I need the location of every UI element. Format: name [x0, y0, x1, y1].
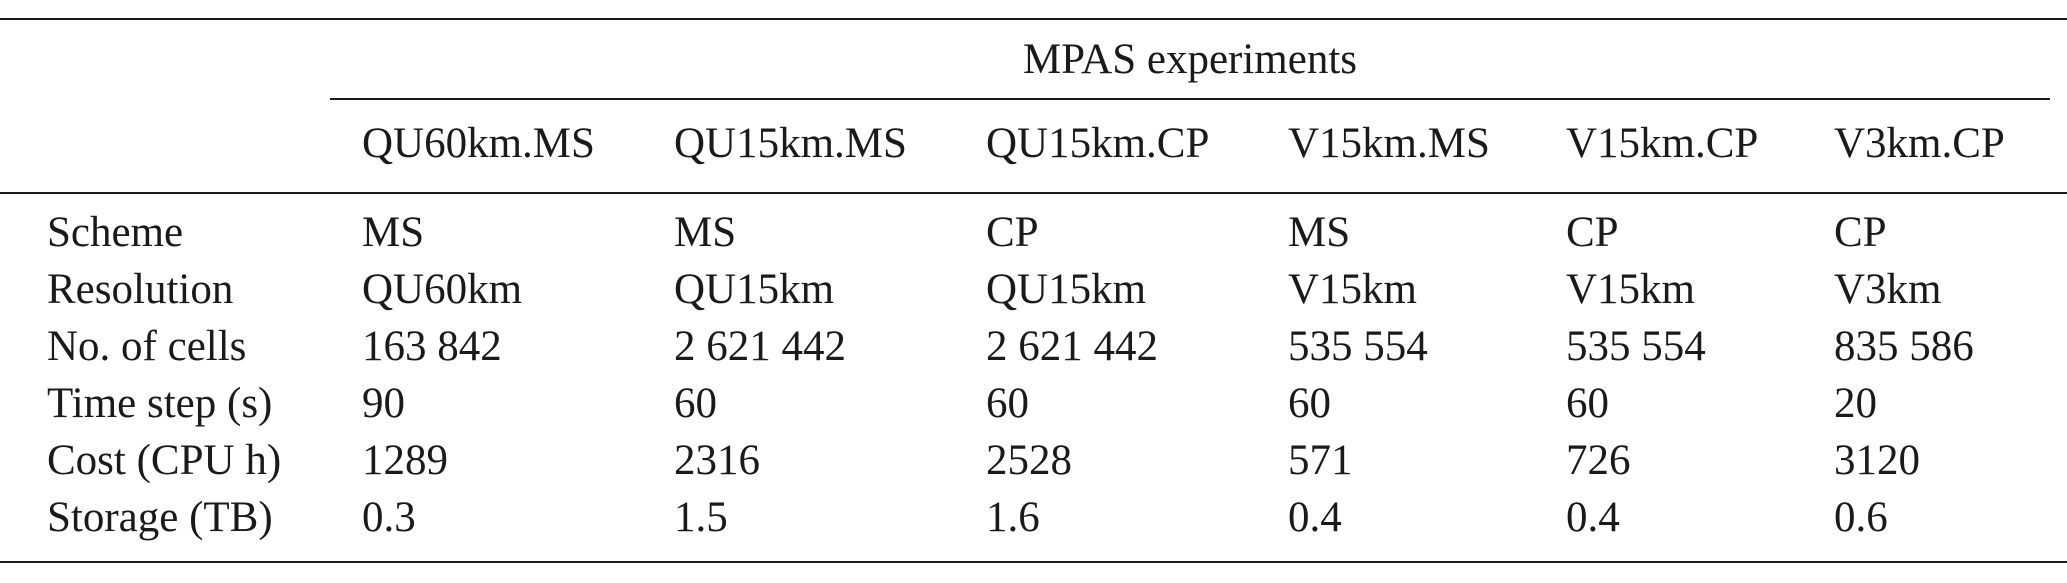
table-cell: V15km: [1566, 266, 1695, 313]
table-cell: 1289: [362, 437, 448, 484]
table-cell: 60: [986, 380, 1029, 427]
column-header-qu60km-ms: QU60km.MS: [362, 120, 595, 167]
table-cell: 0.3: [362, 494, 416, 541]
row-label: Storage (TB): [47, 494, 273, 541]
table-cell: 60: [674, 380, 717, 427]
table-top-rule: [0, 18, 2067, 20]
table-cell: 2528: [986, 437, 1072, 484]
row-label: Resolution: [47, 266, 234, 313]
table-cell: CP: [986, 209, 1039, 256]
table-cell: QU60km: [362, 266, 523, 313]
table-cell: MS: [674, 209, 737, 256]
table-cell: 60: [1288, 380, 1331, 427]
table-cell: QU15km: [986, 266, 1147, 313]
table-cell: 60: [1566, 380, 1609, 427]
column-header-qu15km-cp: QU15km.CP: [986, 120, 1210, 167]
table-cell: 2316: [674, 437, 760, 484]
group-header-rule: [330, 98, 2050, 100]
column-header-v3km-cp: V3km.CP: [1834, 120, 2005, 167]
table-cell: 90: [362, 380, 405, 427]
table-cell: V3km: [1834, 266, 1942, 313]
table-cell: 3120: [1834, 437, 1920, 484]
group-header: MPAS experiments: [1022, 36, 1358, 83]
column-header-v15km-ms: V15km.MS: [1288, 120, 1490, 167]
table-cell: V15km: [1288, 266, 1417, 313]
table-cell: 535 554: [1566, 323, 1706, 370]
table-cell: 0.4: [1288, 494, 1342, 541]
table-header-rule: [0, 192, 2067, 194]
row-label: Cost (CPU h): [47, 437, 282, 484]
table-cell: 835 586: [1834, 323, 1974, 370]
table-cell: QU15km: [674, 266, 835, 313]
table-cell: 2 621 442: [674, 323, 846, 370]
table-cell: 571: [1288, 437, 1353, 484]
table-cell: 1.6: [986, 494, 1040, 541]
column-header-v15km-cp: V15km.CP: [1566, 120, 1759, 167]
table-cell: 0.6: [1834, 494, 1888, 541]
table-cell: MS: [1288, 209, 1351, 256]
table-cell: 2 621 442: [986, 323, 1158, 370]
row-label: Scheme: [47, 209, 184, 256]
table-cell: CP: [1566, 209, 1619, 256]
table-cell: 0.4: [1566, 494, 1620, 541]
table-cell: 726: [1566, 437, 1631, 484]
table-bottom-rule: [0, 561, 2067, 563]
table-cell: 163 842: [362, 323, 502, 370]
table-cell: 1.5: [674, 494, 728, 541]
column-header-qu15km-ms: QU15km.MS: [674, 120, 907, 167]
table-cell: 20: [1834, 380, 1877, 427]
table-cell: MS: [362, 209, 425, 256]
table-cell: 535 554: [1288, 323, 1428, 370]
table-cell: CP: [1834, 209, 1887, 256]
row-label: No. of cells: [47, 323, 247, 370]
row-label: Time step (s): [47, 380, 273, 427]
